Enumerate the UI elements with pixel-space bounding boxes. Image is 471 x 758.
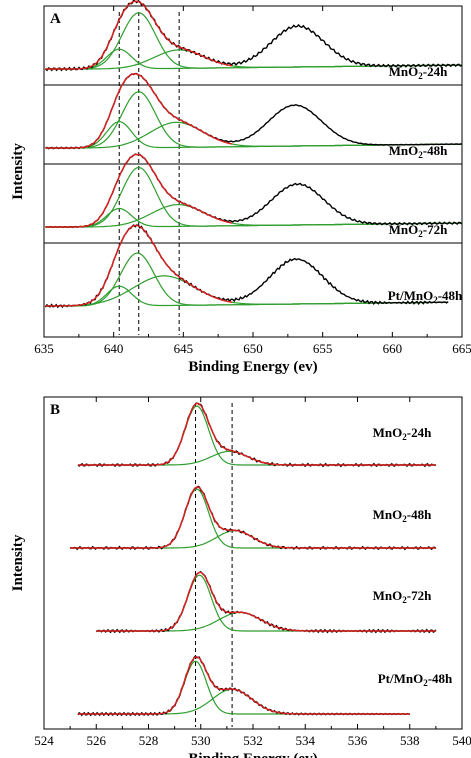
sample-label-main: Pt/MnO — [378, 671, 424, 686]
spectrum-2: MnO2-48h — [69, 485, 437, 551]
sample-label: Pt/MnO2-48h — [388, 288, 463, 305]
y-axis-title: Intensity — [10, 534, 26, 591]
sample-label-main: MnO — [373, 588, 403, 603]
spectrum-2: MnO2-48h — [45, 72, 463, 160]
x-tick-label: 650 — [243, 341, 263, 356]
x-tick-label: 538 — [400, 733, 420, 748]
sample-label-subscript: 2 — [433, 295, 438, 305]
sample-label-suffix: -72h — [407, 588, 432, 603]
x-tick-label: 635 — [34, 341, 54, 356]
measured-spectrum — [77, 655, 411, 717]
sample-label-subscript: 2 — [423, 678, 428, 688]
sample-label-main: MnO — [389, 143, 419, 158]
x-tick-label: 526 — [87, 733, 107, 748]
x-tick-label: 665 — [452, 341, 471, 356]
sample-label-main: Pt/MnO — [388, 288, 434, 303]
sample-label-suffix: -48h — [423, 143, 448, 158]
x-tick-label: 645 — [174, 341, 194, 356]
sample-label-suffix: -48h — [438, 288, 463, 303]
x-tick-label: 540 — [452, 733, 471, 748]
fit-envelope — [45, 224, 233, 307]
fit-component — [45, 166, 463, 228]
fit-envelope — [78, 402, 436, 466]
sample-label-suffix: -24h — [423, 64, 448, 79]
panel-letter: A — [50, 11, 61, 27]
sample-label-subscript: 2 — [418, 71, 423, 81]
sample-label-main: MnO — [373, 507, 403, 522]
fit-envelope — [78, 656, 410, 715]
sample-label: MnO2-48h — [389, 143, 448, 160]
spectrum-4: Pt/MnO2-48h — [77, 655, 453, 717]
sample-label-main: MnO — [389, 222, 419, 237]
sample-label-suffix: -24h — [407, 425, 432, 440]
x-axis-title: Binding Energy (ev) — [188, 751, 317, 758]
sample-label: MnO2-48h — [373, 507, 432, 524]
sample-label-suffix: -48h — [407, 507, 432, 522]
fit-envelope — [70, 486, 436, 549]
sample-label: MnO2-72h — [373, 588, 432, 605]
spectrum-3: MnO2-72h — [96, 570, 437, 634]
sample-label: MnO2-24h — [373, 425, 432, 442]
panel-letter: B — [50, 402, 60, 418]
x-tick-label: 536 — [348, 733, 368, 748]
sample-label-subscript: 2 — [402, 432, 407, 442]
fit-component — [96, 611, 436, 632]
sample-label: Pt/MnO2-48h — [378, 671, 453, 688]
sample-label-main: MnO — [389, 64, 419, 79]
fit-component — [45, 12, 463, 70]
fit-envelope — [45, 153, 233, 228]
spectrum-3: MnO2-72h — [45, 153, 463, 239]
sample-label-subscript: 2 — [402, 514, 407, 524]
measured-spectrum — [44, 0, 463, 72]
sample-label-subscript: 2 — [418, 229, 423, 239]
fit-envelope — [45, 73, 233, 149]
chart-panel-b: 524 526 528 530 532 534 536 538 540 Binding Energ… — [10, 396, 471, 758]
fit-envelope — [45, 0, 233, 70]
sample-label-suffix: -48h — [428, 671, 453, 686]
x-tick-label: 534 — [296, 733, 316, 748]
spectrum-1: MnO2-24h — [44, 0, 463, 81]
sample-label: MnO2-24h — [389, 64, 448, 81]
sample-label-subscript: 2 — [402, 595, 407, 605]
sample-label-subscript: 2 — [418, 150, 423, 160]
x-axis-title: Binding Energy (ev) — [188, 359, 317, 375]
x-tick-label: 640 — [104, 341, 124, 356]
spectrum-1: MnO2-24h — [77, 402, 437, 468]
x-tick-label: 528 — [139, 733, 159, 748]
fit-component — [70, 529, 436, 549]
x-tick-label: 530 — [191, 733, 211, 748]
fit-component — [78, 450, 436, 466]
sample-label-main: MnO — [373, 425, 403, 440]
y-axis-title: Intensity — [10, 143, 26, 200]
sample-label-suffix: -72h — [423, 222, 448, 237]
x-tick-label: 524 — [34, 733, 54, 748]
x-tick-label: 655 — [313, 341, 333, 356]
x-tick-label: 532 — [243, 733, 263, 748]
spectrum-4: Pt/MnO2-48h — [44, 224, 463, 309]
fit-envelope — [96, 571, 436, 632]
chart-panel-a: 635 640 645 650 655 660 665 Binding Energy (ev)… — [10, 0, 471, 375]
fit-component — [78, 660, 410, 715]
x-tick-label: 660 — [383, 341, 403, 356]
measured-spectrum — [77, 402, 437, 468]
sample-label: MnO2-72h — [389, 222, 448, 239]
